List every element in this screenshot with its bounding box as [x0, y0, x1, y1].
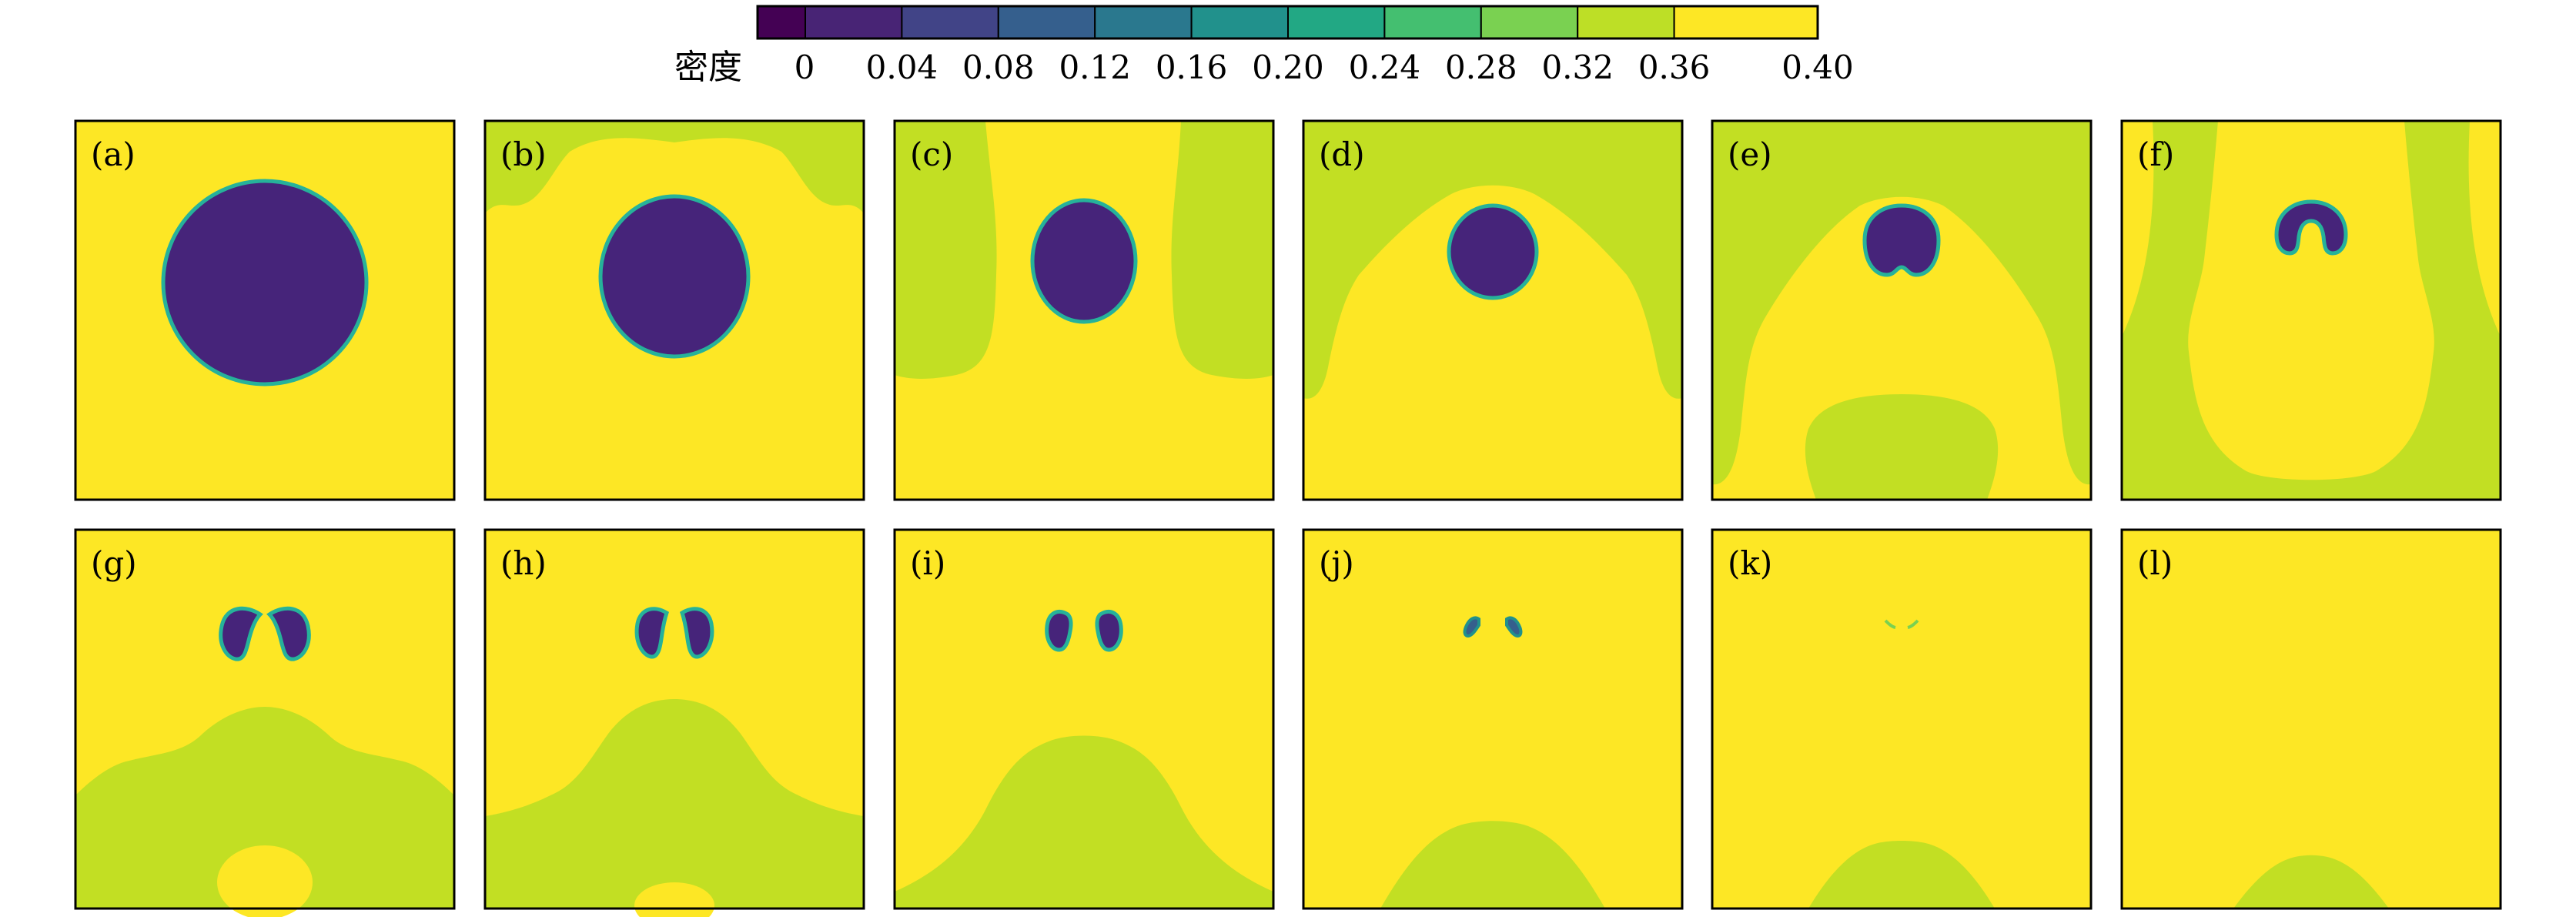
panel-b: (b) [483, 119, 865, 501]
panel-c: (c) [893, 119, 1275, 501]
bubble-remnant [1907, 619, 1919, 629]
panel-l: (l) [2120, 528, 2502, 910]
panel-frame [74, 528, 456, 910]
density-band [2468, 121, 2501, 336]
panel-frame [1711, 119, 2093, 501]
bubble [680, 607, 714, 659]
density-band [2233, 855, 2389, 909]
density-band [1712, 121, 2091, 485]
colorbar-tick-label: 0.16 [1156, 49, 1228, 86]
bubble [1862, 203, 1941, 277]
density-band [1805, 394, 1999, 500]
density-band [1808, 841, 1995, 909]
panel-label: (k) [1728, 544, 1772, 582]
panel-frame [483, 119, 865, 501]
panel-frame [893, 119, 1275, 501]
panel-label: (b) [500, 136, 547, 173]
colorbar: 密度 0 0.04 0.08 0.12 0.16 0.20 0.24 0.28 0.32 0.36… [674, 5, 1854, 87]
colorbar-tick-label: 0.24 [1349, 49, 1421, 86]
colorbar-swatch [1287, 5, 1386, 39]
panel-j: (j) [1302, 528, 1684, 910]
bubble [1505, 616, 1523, 638]
density-band [895, 735, 1273, 909]
colorbar-tick-label: 0.08 [962, 49, 1035, 86]
colorbar-tick-label: 0.20 [1252, 49, 1324, 86]
bubble [634, 607, 669, 659]
bubble [161, 179, 369, 387]
colorbar-swatch [757, 5, 806, 39]
colorbar-tick-label: 0.04 [866, 49, 938, 86]
colorbar-tick-labels: 0 0.04 0.08 0.12 0.16 0.20 0.24 0.28 0.32 0.36 0.4… [795, 49, 1854, 86]
panel-label: (l) [2137, 544, 2173, 582]
panel-label: (g) [91, 544, 137, 582]
panel-frame [1711, 528, 2093, 910]
density-band [2122, 121, 2154, 336]
panel-frame [1302, 119, 1684, 501]
colorbar-swatch [1480, 5, 1579, 39]
panel-label: (h) [500, 544, 547, 582]
colorbar-tick-label: 0.32 [1541, 49, 1614, 86]
colorbar-tick-label: 0 [795, 49, 815, 86]
density-band [1171, 121, 1273, 379]
panel-label: (c) [910, 136, 953, 173]
colorbar-swatch [1383, 5, 1482, 39]
panel-d: (d) [1302, 119, 1684, 501]
bubble [1045, 610, 1073, 652]
density-band [485, 121, 864, 213]
colorbar-tick-label: 0.36 [1638, 49, 1711, 86]
panel-a: (a) [74, 119, 456, 501]
panel-frame [483, 528, 865, 910]
colorbar-swatch [1094, 5, 1193, 39]
bubble-remnant [1884, 619, 1896, 629]
panel-h: (h) [483, 528, 865, 917]
panel-k: (k) [1711, 528, 2093, 910]
density-band [895, 121, 997, 379]
panel-e: (e) [1711, 119, 2093, 501]
colorbar-swatches [757, 5, 1819, 39]
panel-f: (f) [2120, 119, 2502, 501]
bubble [598, 194, 751, 359]
colorbar-swatch [901, 5, 999, 39]
density-band [1303, 121, 1682, 399]
panel-label: (f) [2137, 136, 2174, 173]
bubble [1030, 198, 1138, 324]
colorbar-frame [756, 5, 1819, 40]
bubble [219, 606, 263, 661]
colorbar-tick-label: 0.28 [1445, 49, 1517, 86]
colorbar-swatch [997, 5, 1096, 39]
bubble [1095, 610, 1123, 652]
density-band [485, 699, 864, 909]
density-band [1380, 821, 1605, 909]
panel-frame [74, 119, 456, 501]
panel-g: (g) [74, 528, 456, 917]
panel-frame [1302, 528, 1684, 910]
colorbar-swatch [1577, 5, 1675, 39]
colorbar-swatch [1190, 5, 1289, 39]
panel-label: (e) [1728, 136, 1772, 173]
panel-i: (i) [893, 528, 1275, 910]
panel-label: (d) [1319, 136, 1365, 173]
colorbar-tick-label: 0.12 [1059, 49, 1131, 86]
colorbar-swatch [805, 5, 903, 39]
panel-label: (a) [91, 136, 135, 173]
panel-frame [2120, 119, 2502, 501]
panel-label: (i) [910, 544, 945, 582]
panel-label: (j) [1319, 544, 1354, 582]
bubble [1447, 203, 1539, 300]
bubble [1463, 616, 1480, 638]
bubble [2274, 199, 2348, 256]
panel-frame [893, 528, 1275, 910]
colorbar-tick-label: 0.40 [1781, 49, 1854, 86]
bubble [266, 606, 311, 661]
density-band [2188, 121, 2434, 480]
density-band [75, 707, 454, 909]
colorbar-swatch [1673, 5, 1819, 39]
colorbar-label: 密度 [674, 48, 742, 87]
panel-frame [2120, 528, 2502, 910]
density-band [217, 845, 313, 917]
